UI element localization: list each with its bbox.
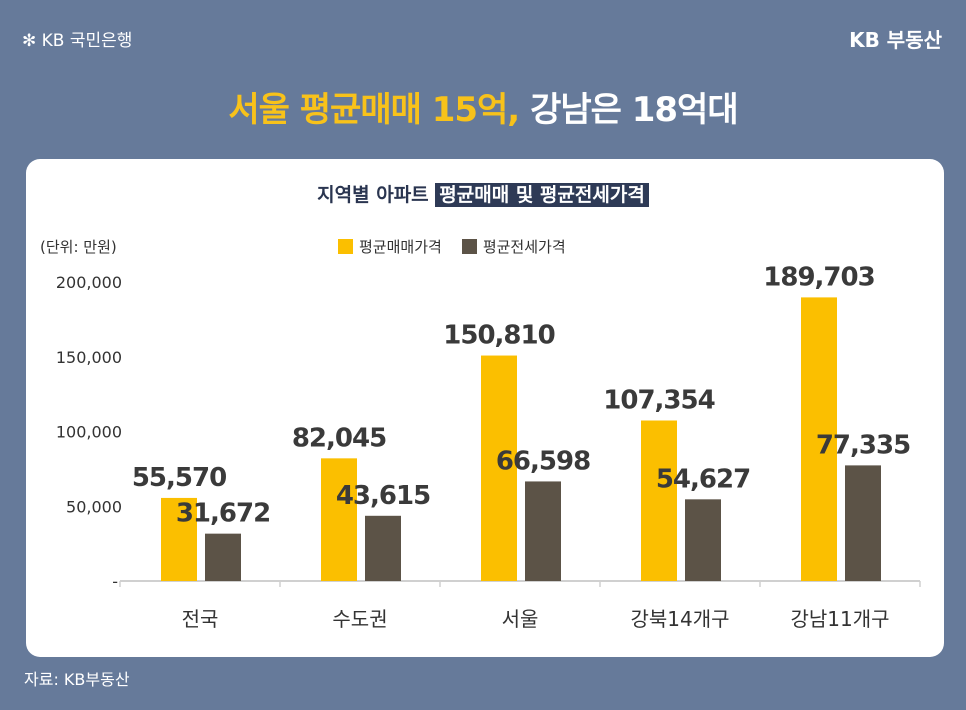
y-tick-label: 150,000 xyxy=(56,348,122,367)
data-label: 150,810 xyxy=(443,321,554,351)
bar-sale xyxy=(641,420,677,581)
bar-sale xyxy=(481,355,517,581)
bar-jeonse xyxy=(845,465,881,581)
x-tick-label: 강북14개구 xyxy=(630,607,729,631)
bar-jeonse xyxy=(685,499,721,581)
data-label: 66,598 xyxy=(496,446,590,476)
x-tick-label: 수도권 xyxy=(332,607,387,631)
data-label: 107,354 xyxy=(603,386,714,416)
y-tick-label: - xyxy=(112,572,118,591)
bar-sale xyxy=(801,297,837,581)
x-tick-label: 강남11개구 xyxy=(790,607,889,631)
data-label: 43,615 xyxy=(336,481,430,511)
unit-label: (단위: 만원) xyxy=(40,238,117,256)
legend-swatch-sale xyxy=(338,239,353,254)
bar-sale xyxy=(321,458,357,581)
star-icon: ✻ xyxy=(22,31,42,51)
bar-jeonse xyxy=(205,533,241,581)
legend-swatch-jeonse xyxy=(461,239,477,254)
data-label: 54,627 xyxy=(656,464,750,494)
data-label: 82,045 xyxy=(292,423,386,453)
bar-sale xyxy=(161,497,197,581)
data-label: 77,335 xyxy=(816,430,910,460)
legend-jeonse: 평균전세가격 xyxy=(461,236,566,257)
source-note: 자료: KB부동산 xyxy=(24,670,130,689)
bar-jeonse xyxy=(365,515,401,581)
y-tick-label: 50,000 xyxy=(66,497,122,516)
legend: 평균매매가격 평균전세가격 xyxy=(338,236,566,257)
data-label: 55,570 xyxy=(132,463,226,493)
headline: 서울 평균매매 15억, 강남은 18억대 xyxy=(228,90,738,130)
data-label: 189,703 xyxy=(763,262,874,292)
y-tick-label: 200,000 xyxy=(56,273,122,292)
chart-title: 지역별 아파트 평균매매 및 평균전세가격 xyxy=(0,180,966,207)
x-tick-label: 전국 xyxy=(182,607,219,631)
data-label: 31,672 xyxy=(176,499,270,529)
legend-sale: 평균매매가격 xyxy=(338,236,442,257)
x-tick-label: 서울 xyxy=(502,607,539,631)
kb-real-estate-brand: KB 부동산 xyxy=(849,28,942,52)
bar-jeonse xyxy=(525,481,561,581)
y-tick-label: 100,000 xyxy=(56,423,122,442)
kb-kookmin-logo: ✻ KB 국민은행 xyxy=(22,31,133,51)
